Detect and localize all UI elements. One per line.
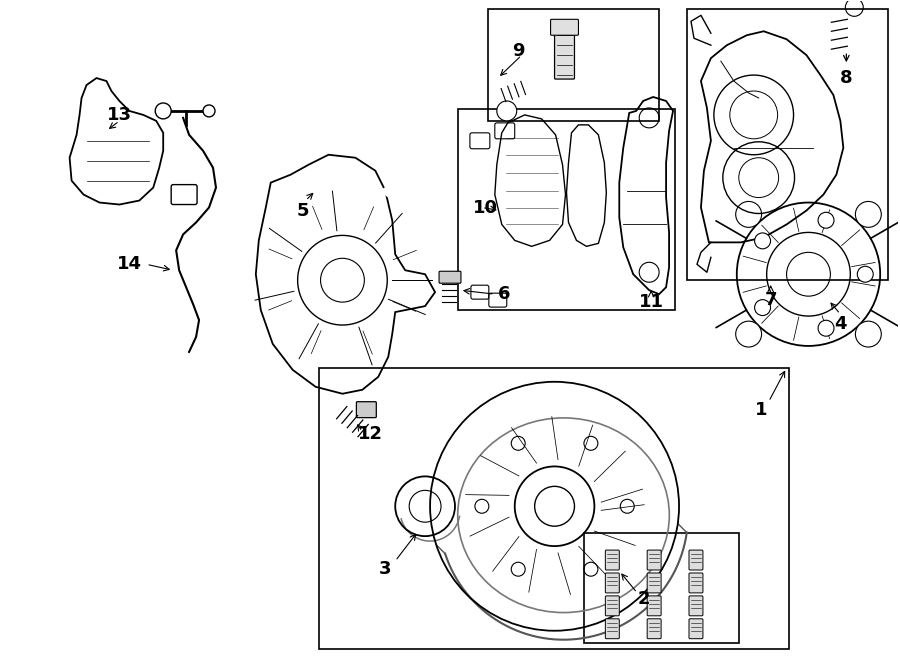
Circle shape	[155, 103, 171, 119]
Circle shape	[818, 320, 834, 336]
Text: 7: 7	[764, 291, 777, 309]
FancyBboxPatch shape	[606, 573, 619, 593]
Bar	[319, 368, 788, 649]
Bar	[687, 9, 888, 280]
FancyBboxPatch shape	[647, 573, 662, 593]
FancyBboxPatch shape	[689, 550, 703, 570]
Text: 11: 11	[639, 293, 663, 311]
Text: 12: 12	[358, 424, 382, 443]
Circle shape	[754, 233, 770, 249]
Circle shape	[754, 300, 770, 316]
FancyBboxPatch shape	[356, 402, 376, 418]
Circle shape	[818, 213, 834, 228]
Circle shape	[735, 321, 761, 347]
Bar	[488, 9, 659, 121]
Text: 9: 9	[512, 42, 525, 60]
FancyBboxPatch shape	[647, 596, 662, 616]
Circle shape	[858, 266, 873, 282]
FancyBboxPatch shape	[606, 550, 619, 570]
Circle shape	[855, 321, 881, 347]
Circle shape	[203, 105, 215, 117]
FancyBboxPatch shape	[439, 271, 461, 283]
FancyBboxPatch shape	[689, 596, 703, 616]
Text: 5: 5	[296, 201, 309, 220]
Circle shape	[735, 201, 761, 227]
Text: 14: 14	[117, 256, 142, 273]
Text: 3: 3	[379, 560, 392, 578]
Text: 13: 13	[107, 106, 132, 124]
Polygon shape	[381, 175, 430, 207]
FancyBboxPatch shape	[689, 619, 703, 639]
Bar	[584, 533, 739, 643]
Text: 10: 10	[472, 199, 498, 216]
Circle shape	[855, 201, 881, 227]
Circle shape	[497, 101, 517, 121]
FancyBboxPatch shape	[606, 596, 619, 616]
FancyBboxPatch shape	[647, 619, 662, 639]
Text: 1: 1	[754, 401, 767, 418]
FancyBboxPatch shape	[551, 19, 579, 35]
Text: 4: 4	[834, 315, 847, 333]
FancyBboxPatch shape	[606, 619, 619, 639]
FancyBboxPatch shape	[554, 32, 574, 79]
Text: 8: 8	[840, 69, 852, 87]
Bar	[458, 109, 675, 310]
FancyBboxPatch shape	[647, 550, 662, 570]
Text: 2: 2	[638, 590, 651, 608]
Text: 6: 6	[498, 285, 510, 303]
FancyBboxPatch shape	[689, 573, 703, 593]
